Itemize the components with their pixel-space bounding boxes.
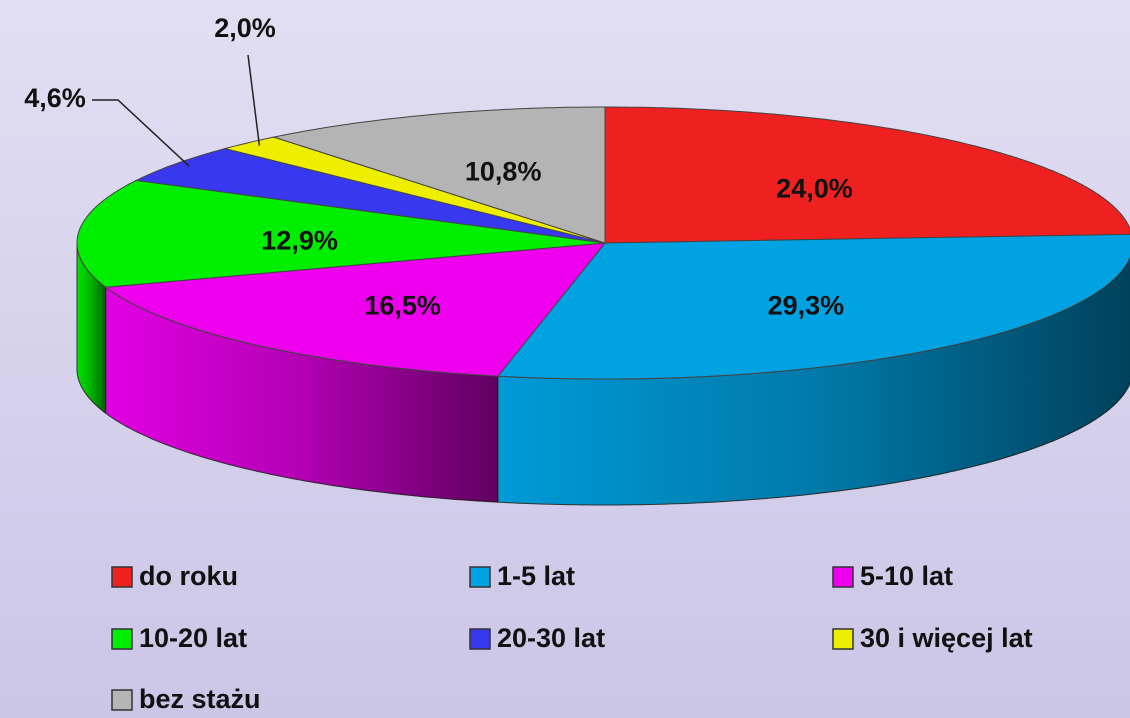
legend-swatch [832,566,854,588]
legend-swatch [111,566,133,588]
legend-label: do roku [139,561,238,591]
slice [271,106,606,244]
legend: do roku 1-5 lat 5-10 lat 10-20 lat 20-30 lat… [111,561,1033,714]
data-label: 29,3% [768,291,845,321]
slice [223,136,606,244]
slice-side-shade [105,287,498,503]
leader-line [247,54,261,146]
legend-label: bez stażu [139,684,261,714]
data-label: 16,5% [364,290,441,320]
pie-tops [76,106,1130,380]
slice-side-shade [498,257,1130,505]
legend-label: 10-20 lat [139,623,247,653]
legend-label: 1-5 lat [497,561,575,591]
slice [134,148,606,244]
data-label: 10,8% [465,157,542,187]
legend-swatch [111,628,133,650]
legend-label: 5-10 lat [860,561,953,591]
legend-label: 20-30 lat [497,623,605,653]
slice [76,179,606,288]
legend-swatch [469,566,491,588]
data-label: 12,9% [261,225,338,255]
slice [604,106,1130,244]
pie-labels: 24,0% 29,3% 16,5% 12,9% 4,6% 2,0% 10,8% [24,13,853,321]
data-label: 4,6% [24,83,86,113]
slice [496,233,1130,380]
data-label: 24,0% [776,174,853,204]
legend-swatch [832,628,854,650]
leader-line [92,99,190,167]
slice-side-shade [77,243,106,414]
legend-swatch [469,628,491,650]
pie-sides [76,243,1130,506]
legend-swatch [111,689,133,711]
legend-label: 30 i więcej lat [860,623,1033,653]
data-label: 2,0% [214,13,276,43]
